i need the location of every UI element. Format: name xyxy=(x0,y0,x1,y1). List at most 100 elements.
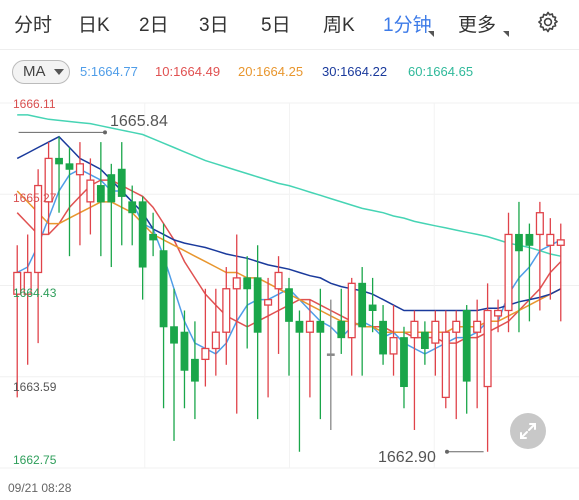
candle xyxy=(400,326,408,409)
ma-selector[interactable]: MA xyxy=(12,60,70,84)
fullscreen-button[interactable] xyxy=(510,413,546,449)
candles xyxy=(13,136,565,452)
candle xyxy=(243,256,252,349)
candle xyxy=(347,277,356,376)
tab-weekly-k[interactable]: 周K xyxy=(323,15,355,36)
gear-icon[interactable] xyxy=(536,10,560,34)
candle xyxy=(253,245,262,420)
y-label-mid3: 1663.59 xyxy=(13,380,57,394)
candle xyxy=(222,267,231,365)
candle-body xyxy=(410,320,419,339)
candle xyxy=(86,158,95,235)
ma20-value: 20:1664.25 xyxy=(238,64,304,79)
candle-body xyxy=(128,201,137,214)
candle-body xyxy=(420,331,429,350)
candle-body xyxy=(556,239,565,246)
low-callout-dot xyxy=(445,449,449,454)
candle-body xyxy=(358,282,367,328)
y-label-bottom: 1662.75 xyxy=(13,453,57,467)
tab-5day[interactable]: 5日 xyxy=(261,15,291,36)
y-label-mid1: 1665.27 xyxy=(13,191,57,205)
candle xyxy=(274,256,283,354)
candle-body xyxy=(159,250,168,328)
high-callout-dot xyxy=(103,130,107,135)
candle-body xyxy=(379,320,387,355)
tab-1min[interactable]: 1分钟 xyxy=(383,15,432,36)
candle-body xyxy=(546,233,555,246)
candle-body xyxy=(86,179,95,203)
candle xyxy=(515,201,523,333)
candle xyxy=(117,142,126,246)
candle xyxy=(34,169,43,344)
candle-body xyxy=(107,174,116,203)
candle xyxy=(285,277,293,376)
candle xyxy=(305,299,314,398)
candle-body xyxy=(117,168,126,197)
candle xyxy=(128,185,137,246)
candle-body xyxy=(264,298,273,306)
y-label-mid2: 1664.43 xyxy=(13,286,57,300)
candle xyxy=(379,305,387,365)
candle xyxy=(546,218,555,300)
candle xyxy=(264,277,273,398)
candle-body xyxy=(504,233,513,312)
candle xyxy=(65,147,74,257)
candle xyxy=(316,288,325,420)
candle xyxy=(358,267,367,376)
candle xyxy=(295,310,304,452)
ma-selector-label: MA xyxy=(23,63,46,80)
candle xyxy=(483,283,492,452)
candle xyxy=(159,223,168,409)
tab-intraday[interactable]: 分时 xyxy=(14,15,53,36)
candle-body xyxy=(222,288,231,333)
tab-3day[interactable]: 3日 xyxy=(199,15,229,36)
candle xyxy=(180,310,189,409)
candlestick-chart[interactable] xyxy=(0,95,579,480)
candle xyxy=(431,310,440,376)
candle xyxy=(337,288,346,354)
candle-body xyxy=(274,271,283,290)
callout-lines xyxy=(18,130,484,454)
candle-body xyxy=(75,163,84,176)
candle-body xyxy=(211,331,220,350)
candle-body xyxy=(180,331,189,371)
candle xyxy=(191,321,199,420)
candle-body xyxy=(305,320,314,333)
candle xyxy=(535,201,544,311)
ma-legend: MA 5:1664.77 10:1664.49 20:1664.25 30:16… xyxy=(0,58,579,86)
candle xyxy=(462,305,471,414)
ma60-value: 60:1664.65 xyxy=(408,64,474,79)
candle xyxy=(452,310,461,420)
candle xyxy=(420,321,429,365)
candle-body xyxy=(34,184,43,274)
expand-arrows-icon xyxy=(520,423,536,439)
candle-body xyxy=(515,233,523,252)
tab-more[interactable]: 更多 xyxy=(458,15,497,36)
candle-body xyxy=(44,157,53,203)
candle-body xyxy=(347,282,356,339)
header-divider xyxy=(0,49,579,50)
candle-body xyxy=(23,271,32,295)
candle xyxy=(55,136,63,213)
candle-body xyxy=(483,309,492,388)
candle-body xyxy=(253,277,262,333)
dropdown-corner-icon xyxy=(428,31,434,37)
candle-body xyxy=(55,157,63,165)
candle xyxy=(138,196,147,300)
candle-body xyxy=(368,304,377,311)
y-label-top: 1666.11 xyxy=(13,97,56,111)
tab-2day[interactable]: 2日 xyxy=(139,15,169,36)
candle-body xyxy=(431,320,440,344)
candle-body xyxy=(326,353,335,356)
ma10-value: 10:1664.49 xyxy=(155,64,221,79)
time-label: 09/21 08:28 xyxy=(8,481,72,495)
candle-body xyxy=(243,277,252,290)
candle xyxy=(96,142,105,257)
candle-body xyxy=(149,233,158,241)
candle xyxy=(368,277,377,333)
candle xyxy=(23,234,32,365)
tab-daily-k[interactable]: 日K xyxy=(78,15,110,36)
candle-body xyxy=(96,185,105,203)
candle-body xyxy=(285,288,293,322)
period-tabs: 分时 日K 2日 3日 5日 周K 1分钟 更多 xyxy=(0,0,579,46)
